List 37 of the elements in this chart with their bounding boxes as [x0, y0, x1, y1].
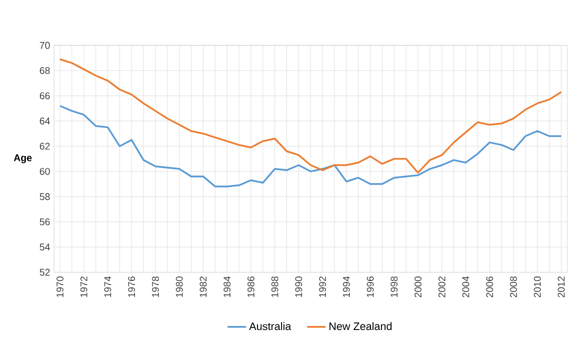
line-series	[59, 105, 562, 188]
x-tick-label: 2010	[534, 276, 541, 298]
x-tick-label: 2012	[558, 276, 565, 298]
y-tick-label: 64	[40, 118, 50, 125]
x-tick-label: 1994	[342, 276, 350, 298]
x-tick-label: 2006	[486, 276, 494, 298]
x-tick-label: 2002	[438, 276, 446, 298]
y-tick-label: 62	[40, 142, 50, 150]
y-tick-label: 70	[40, 42, 50, 49]
x-tick-label: 2004	[462, 276, 470, 298]
x-tick-label: 2000	[414, 276, 422, 298]
y-tick-label: 60	[40, 168, 50, 175]
legend-label: New Zealand	[329, 322, 392, 330]
y-tick-label: 68	[40, 67, 50, 74]
x-tick-label: 1990	[295, 276, 302, 298]
x-tick-label: 1980	[176, 276, 183, 298]
x-tick-label: 1996	[366, 276, 374, 298]
x-tick-label: 1972	[80, 276, 88, 298]
legend-label: Australia	[249, 322, 292, 330]
line-series	[59, 58, 562, 174]
y-axis-title: Age	[14, 154, 32, 164]
x-tick-label: 1988	[271, 276, 278, 298]
x-tick-label: 1998	[390, 276, 398, 298]
x-tick-label: 1982	[200, 276, 207, 298]
y-tick-label: 52	[40, 268, 50, 276]
y-tick-label: 56	[40, 218, 50, 226]
x-tick-label: 1976	[128, 276, 136, 298]
y-tick-label: 66	[40, 92, 50, 100]
x-tick-label: 1970	[56, 276, 64, 298]
x-tick-label: 1978	[152, 276, 159, 298]
x-tick-label: 1986	[247, 276, 254, 298]
y-tick-label: 54	[40, 244, 50, 251]
x-tick-label: 1992	[319, 276, 326, 298]
y-tick-label: 58	[40, 193, 50, 200]
x-tick-label: 1984	[224, 276, 231, 298]
x-tick-label: 2008	[510, 276, 517, 298]
x-tick-label: 1974	[104, 276, 112, 298]
